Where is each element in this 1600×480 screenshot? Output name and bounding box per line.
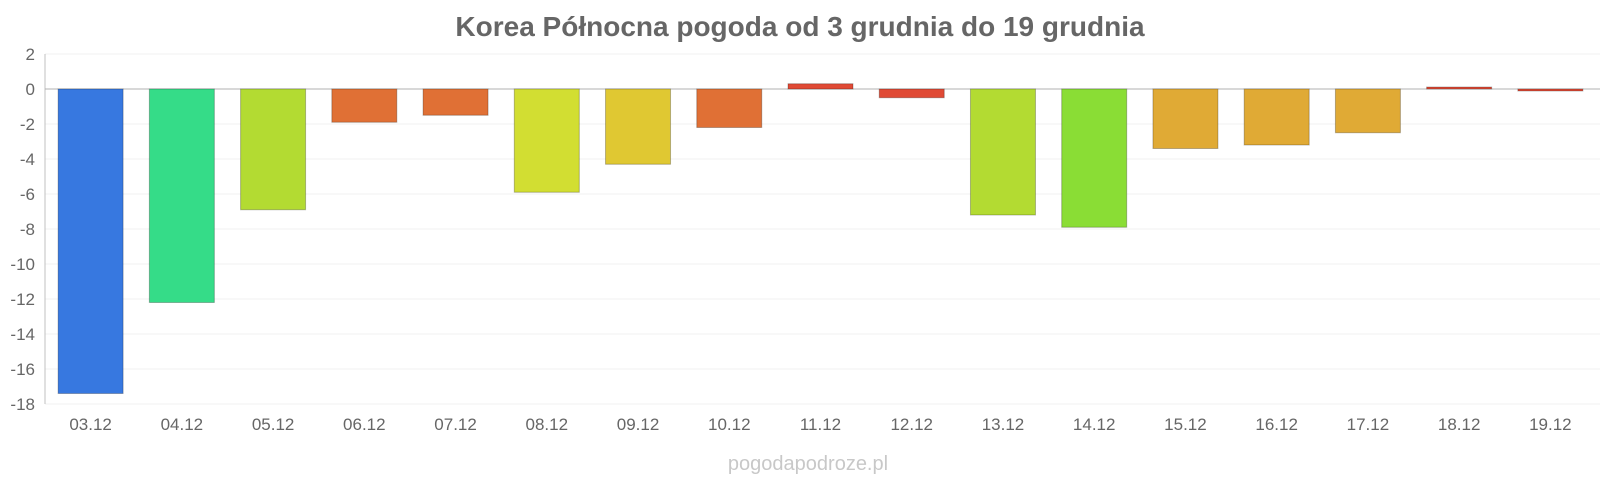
bar-03.12: [57, 88, 124, 394]
x-tick-label: 04.12: [161, 415, 204, 434]
x-tick-label: 12.12: [890, 415, 933, 434]
bar-04.12: [148, 88, 215, 303]
y-tick-label: -2: [20, 115, 35, 134]
x-tick-label: 13.12: [982, 415, 1025, 434]
y-tick-label: 2: [26, 45, 35, 64]
y-tick-label: -8: [20, 220, 35, 239]
bar-16.12: [1243, 88, 1310, 146]
x-tick-label: 03.12: [69, 415, 112, 434]
y-tick-label: 0: [26, 80, 35, 99]
x-tick-label: 08.12: [526, 415, 569, 434]
y-tick-label: -16: [10, 360, 35, 379]
bar-06.12: [331, 88, 398, 123]
y-tick-label: -4: [20, 150, 35, 169]
y-tick-label: -14: [10, 325, 35, 344]
bar-18.12: [1426, 86, 1493, 90]
bar-19.12: [1517, 88, 1584, 92]
bar-14.12: [1061, 88, 1128, 228]
bar-13.12: [969, 88, 1036, 216]
bar-08.12: [513, 88, 580, 193]
bar-10.12: [696, 88, 763, 128]
credit-text: pogodapodroze.pl: [728, 453, 888, 475]
bar-07.12: [422, 88, 489, 116]
chart-title: Korea Północna pogoda od 3 grudnia do 19…: [455, 11, 1145, 42]
x-tick-label: 09.12: [617, 415, 660, 434]
bar-11.12: [787, 83, 854, 90]
y-tick-label: -6: [20, 185, 35, 204]
x-tick-label: 10.12: [708, 415, 751, 434]
x-tick-label: 11.12: [800, 415, 841, 434]
x-tick-label: 19.12: [1529, 415, 1572, 434]
x-tick-label: 05.12: [252, 415, 295, 434]
x-tick-label: 18.12: [1438, 415, 1481, 434]
bar-15.12: [1152, 88, 1219, 149]
bar-12.12: [878, 88, 945, 99]
x-tick-label: 17.12: [1347, 415, 1390, 434]
x-tick-labels: 03.12 04.12 05.12 06.12 07.12 08.12 09.12 10.12…: [69, 415, 1571, 434]
x-tick-label: 16.12: [1255, 415, 1298, 434]
x-tick-label: 07.12: [434, 415, 477, 434]
bar-05.12: [240, 88, 307, 211]
bar-17.12: [1334, 88, 1401, 134]
y-tick-labels: 2 0 -2 -4 -6 -8 -10 -12 -14 -16 -18: [10, 45, 35, 414]
x-tick-label: 15.12: [1164, 415, 1207, 434]
x-tick-label: 06.12: [343, 415, 386, 434]
bars: [57, 83, 1584, 394]
y-tick-label: -12: [10, 290, 35, 309]
y-tick-label: -18: [10, 395, 35, 414]
x-tick-label: 14.12: [1073, 415, 1116, 434]
bar-09.12: [605, 88, 672, 165]
y-tick-label: -10: [10, 255, 35, 274]
